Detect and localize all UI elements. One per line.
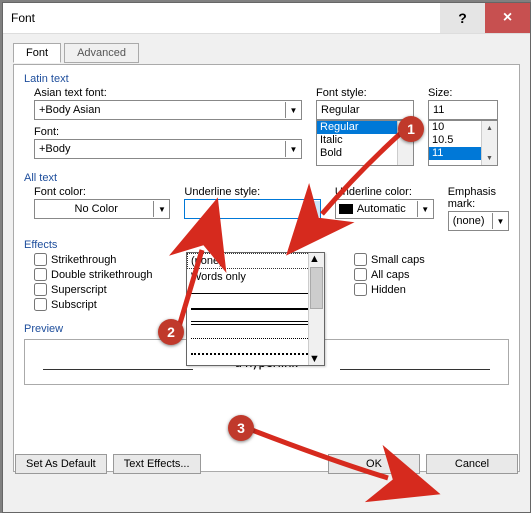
effects-section: Effects: [24, 239, 509, 251]
emphasis-combo[interactable]: (none) ▼: [448, 211, 509, 231]
titlebar: Font ? ×: [3, 3, 530, 34]
font-combo[interactable]: +Body ▼: [34, 139, 302, 159]
chevron-down-icon: ▼: [304, 201, 320, 217]
tab-advanced[interactable]: Advanced: [64, 43, 139, 63]
size-input[interactable]: 11: [428, 100, 498, 120]
chevron-down-icon: ▼: [285, 141, 301, 157]
window-title: Font: [3, 11, 35, 25]
cancel-button[interactable]: Cancel: [426, 454, 518, 474]
underline-style-dropdown[interactable]: (none) Words only ▲ ▼: [186, 252, 325, 366]
font-color-combo[interactable]: No Color ▼: [34, 199, 170, 219]
all-caps-checkbox[interactable]: All caps: [354, 268, 425, 281]
underline-color-label: Underline color:: [335, 186, 434, 198]
underline-style-combo[interactable]: ▼: [184, 199, 320, 219]
font-label: Font:: [34, 126, 302, 138]
tab-strip: Font Advanced: [13, 42, 520, 64]
asian-font-label: Asian text font:: [34, 87, 302, 99]
font-style-input[interactable]: Regular: [316, 100, 414, 120]
size-list[interactable]: 10 10.5 11 ▲ ▼: [428, 120, 498, 166]
help-button[interactable]: ?: [440, 3, 485, 33]
underline-style-label: Underline style:: [184, 186, 320, 198]
color-swatch-icon: [339, 204, 353, 214]
hidden-checkbox[interactable]: Hidden: [354, 283, 425, 296]
dropdown-option[interactable]: [191, 316, 320, 330]
dropdown-option[interactable]: [191, 301, 320, 315]
dropdown-option[interactable]: Words only: [187, 269, 324, 285]
chevron-down-icon: ▼: [417, 201, 433, 217]
chevron-down-icon: ▼: [492, 213, 508, 229]
annotation-marker-3: 3: [228, 415, 254, 441]
annotation-marker-2: 2: [158, 319, 184, 345]
scrollbar[interactable]: ▲ ▼: [308, 253, 324, 365]
close-button[interactable]: ×: [485, 3, 530, 33]
size-label: Size:: [428, 87, 498, 99]
underline-color-combo[interactable]: Automatic ▼: [335, 199, 434, 219]
dropdown-option[interactable]: [191, 346, 320, 360]
font-color-label: Font color:: [34, 186, 170, 198]
all-text-section: All text: [24, 172, 509, 184]
chevron-down-icon: ▼: [285, 102, 301, 118]
asian-font-combo[interactable]: +Body Asian ▼: [34, 100, 302, 120]
dropdown-option[interactable]: [191, 286, 320, 300]
small-caps-checkbox[interactable]: Small caps: [354, 253, 425, 266]
annotation-marker-1: 1: [398, 116, 424, 142]
latin-text-section: Latin text: [24, 73, 509, 85]
dropdown-option[interactable]: [191, 331, 320, 345]
scrollbar[interactable]: ▲ ▼: [481, 121, 497, 165]
font-style-label: Font style:: [316, 87, 414, 99]
set-as-default-button[interactable]: Set As Default: [15, 454, 107, 474]
chevron-down-icon: ▼: [153, 201, 169, 217]
ok-button[interactable]: OK: [328, 454, 420, 474]
tab-font[interactable]: Font: [13, 43, 61, 63]
emphasis-label: Emphasis mark:: [448, 186, 509, 210]
text-effects-button[interactable]: Text Effects...: [113, 454, 201, 474]
dropdown-option[interactable]: (none): [187, 253, 324, 269]
